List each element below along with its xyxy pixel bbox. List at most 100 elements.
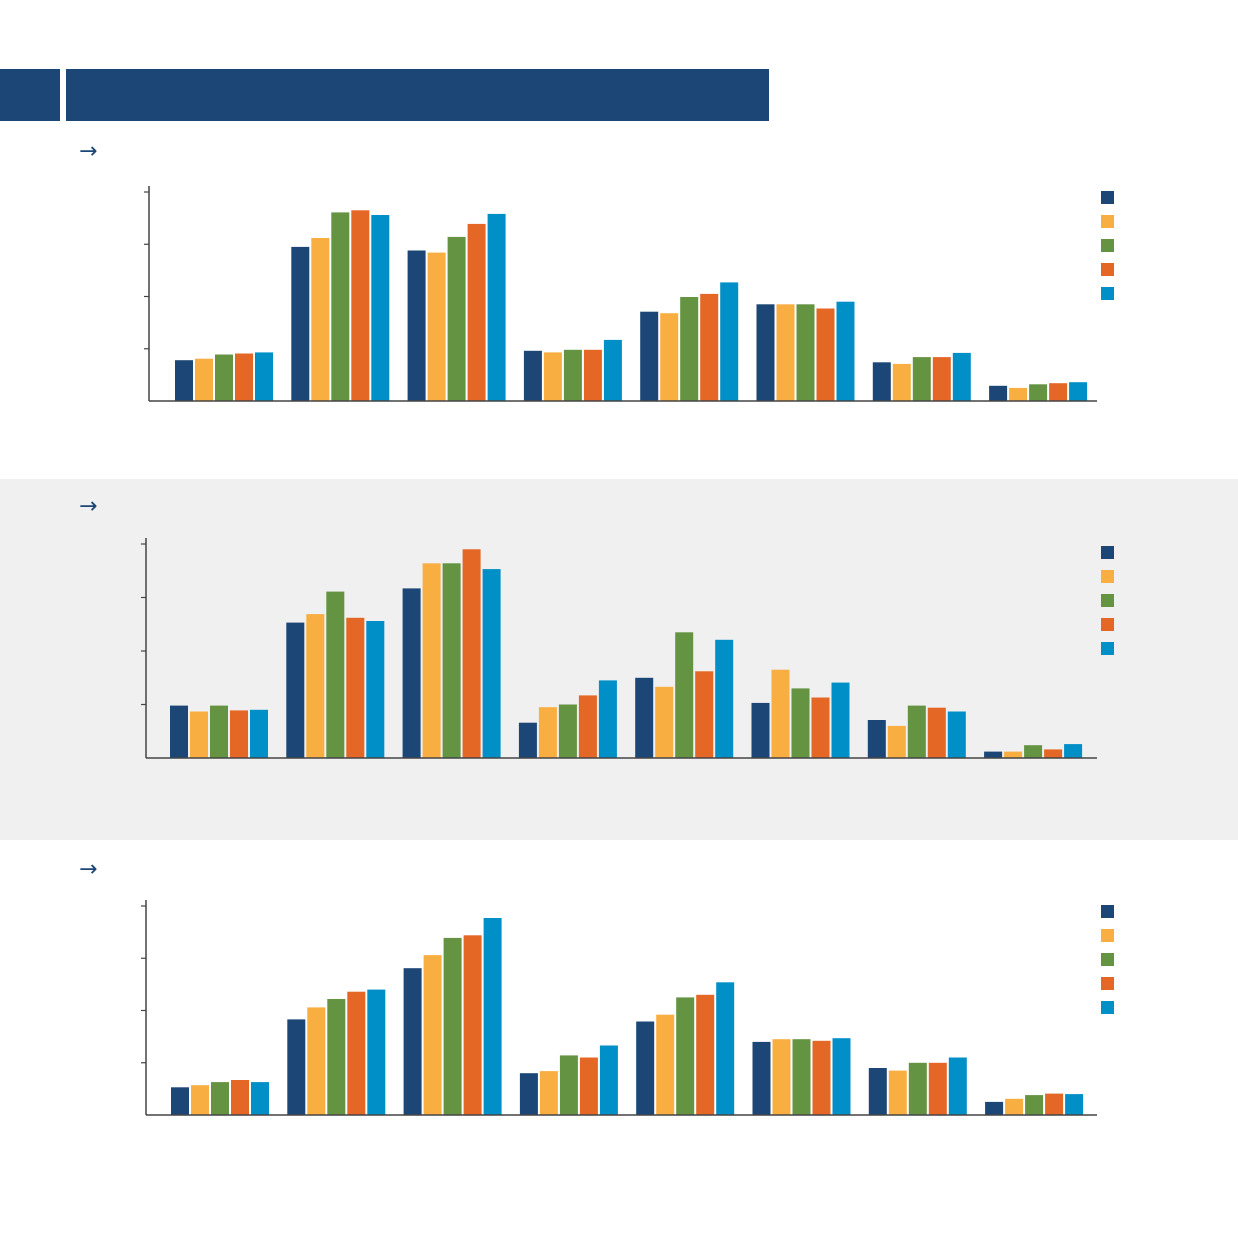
bar (868, 1068, 887, 1115)
arrow-icon: → (79, 139, 98, 164)
bar (518, 722, 537, 758)
bar (599, 1045, 618, 1115)
bar (483, 918, 502, 1115)
bar (403, 968, 422, 1115)
bar (640, 311, 659, 401)
bar (867, 720, 886, 758)
bar (696, 994, 715, 1115)
bar (952, 352, 971, 401)
chart-2-panel-background (0, 479, 1238, 840)
bar (1064, 744, 1083, 758)
bar (1069, 382, 1088, 401)
bar (676, 997, 695, 1115)
bar (1024, 745, 1043, 758)
bar (427, 252, 446, 401)
bar (927, 707, 946, 758)
bar (170, 705, 188, 758)
bar (912, 357, 931, 401)
bar (811, 697, 830, 758)
bar (792, 1039, 811, 1115)
legend-swatch (1101, 215, 1114, 228)
bar (190, 711, 208, 758)
bar (655, 686, 674, 758)
bar (771, 669, 790, 758)
bar (1009, 387, 1028, 401)
bar (791, 688, 810, 758)
bar (371, 215, 390, 401)
bar (756, 304, 775, 401)
bar (831, 682, 850, 758)
bar (716, 982, 735, 1115)
bar (715, 639, 734, 758)
bar (563, 349, 582, 401)
bar (680, 297, 699, 401)
bar (985, 1101, 1004, 1115)
bar (487, 213, 506, 401)
bar (326, 591, 345, 758)
bar (331, 212, 350, 401)
legend-swatch (1101, 905, 1114, 918)
bar (660, 313, 679, 401)
bar (947, 711, 966, 758)
bar (598, 680, 617, 758)
bar (1045, 1093, 1064, 1115)
bar (447, 236, 466, 401)
bar (543, 352, 562, 401)
legend-swatch (1101, 953, 1114, 966)
bar (306, 614, 325, 758)
bar (171, 1087, 189, 1115)
bar (287, 1019, 306, 1115)
bar (442, 563, 461, 758)
bar (286, 622, 305, 758)
bar (1049, 383, 1068, 401)
bar (367, 989, 386, 1115)
bar (578, 695, 597, 758)
bar (559, 1055, 578, 1115)
bar (482, 569, 501, 758)
bar (231, 1080, 249, 1115)
bar (984, 751, 1003, 758)
bar (816, 308, 835, 401)
bar (583, 349, 602, 401)
legend-swatch (1101, 977, 1114, 990)
section-title-bar (66, 69, 769, 121)
bar (407, 250, 426, 401)
legend-swatch (1101, 263, 1114, 276)
bar (351, 210, 370, 401)
bar (175, 360, 193, 401)
bar (1044, 749, 1063, 758)
legend-swatch (1101, 546, 1114, 559)
bar (366, 621, 385, 758)
bar (327, 999, 346, 1115)
bar (1004, 751, 1023, 758)
legend-swatch (1101, 642, 1114, 655)
bar (1005, 1098, 1024, 1115)
bar (752, 1041, 771, 1115)
bar (908, 1062, 927, 1116)
bar (250, 709, 268, 758)
legend-swatch (1101, 239, 1114, 252)
legend-swatch (1101, 929, 1114, 942)
section-number-box (0, 69, 60, 121)
bar (656, 1014, 675, 1115)
legend-swatch (1101, 594, 1114, 607)
bar (720, 282, 739, 401)
bar (872, 362, 891, 401)
bar (558, 704, 577, 758)
bar-chart-2 (141, 538, 1114, 759)
bar (989, 385, 1008, 401)
bar (191, 1085, 209, 1115)
bar (307, 1007, 326, 1115)
legend-swatch (1101, 570, 1114, 583)
bar (538, 707, 557, 758)
bar (523, 350, 542, 401)
bar (235, 353, 253, 401)
bar (695, 671, 714, 758)
bar (892, 363, 911, 401)
bar (210, 705, 228, 758)
bar (443, 937, 462, 1115)
arrow-icon: → (79, 494, 98, 519)
bar (832, 1038, 851, 1115)
bar (928, 1062, 947, 1116)
bar (772, 1039, 791, 1115)
